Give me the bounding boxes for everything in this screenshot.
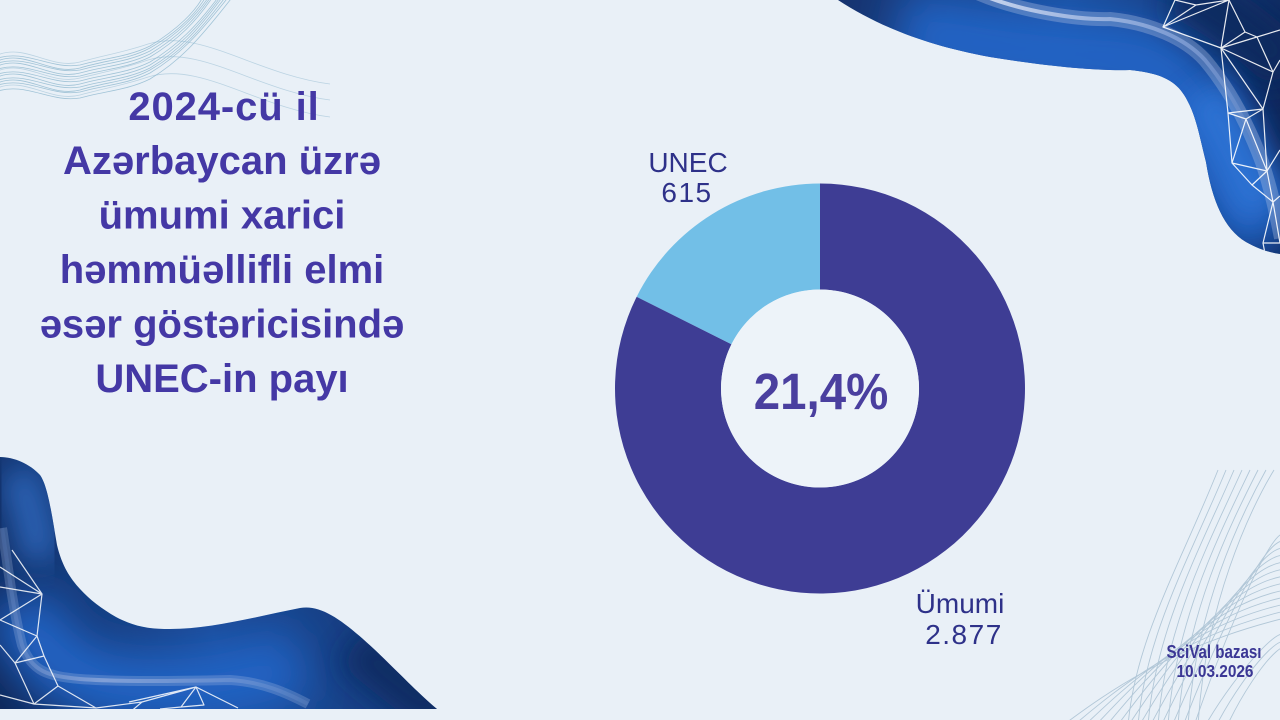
svg-text:21,4%: 21,4% <box>754 363 889 420</box>
svg-text:615: 615 <box>661 177 712 208</box>
svg-text:UNEC-in payı: UNEC-in payı <box>95 357 348 401</box>
svg-text:2.877: 2.877 <box>925 619 1003 650</box>
svg-text:həmmüəllifli elmi: həmmüəllifli elmi <box>60 248 385 292</box>
svg-text:2024-cü il: 2024-cü il <box>128 85 319 129</box>
svg-text:SciVal bazası: SciVal bazası <box>1167 641 1262 662</box>
svg-text:Azərbaycan üzrə: Azərbaycan üzrə <box>63 139 381 183</box>
svg-text:Ümumi: Ümumi <box>916 588 1005 619</box>
svg-text:UNEC: UNEC <box>648 147 727 178</box>
svg-text:10.03.2026: 10.03.2026 <box>1177 661 1254 681</box>
svg-text:əsər göstəricisində: əsər göstəricisində <box>40 303 405 347</box>
svg-text:ümumi xarici: ümumi xarici <box>99 194 346 238</box>
